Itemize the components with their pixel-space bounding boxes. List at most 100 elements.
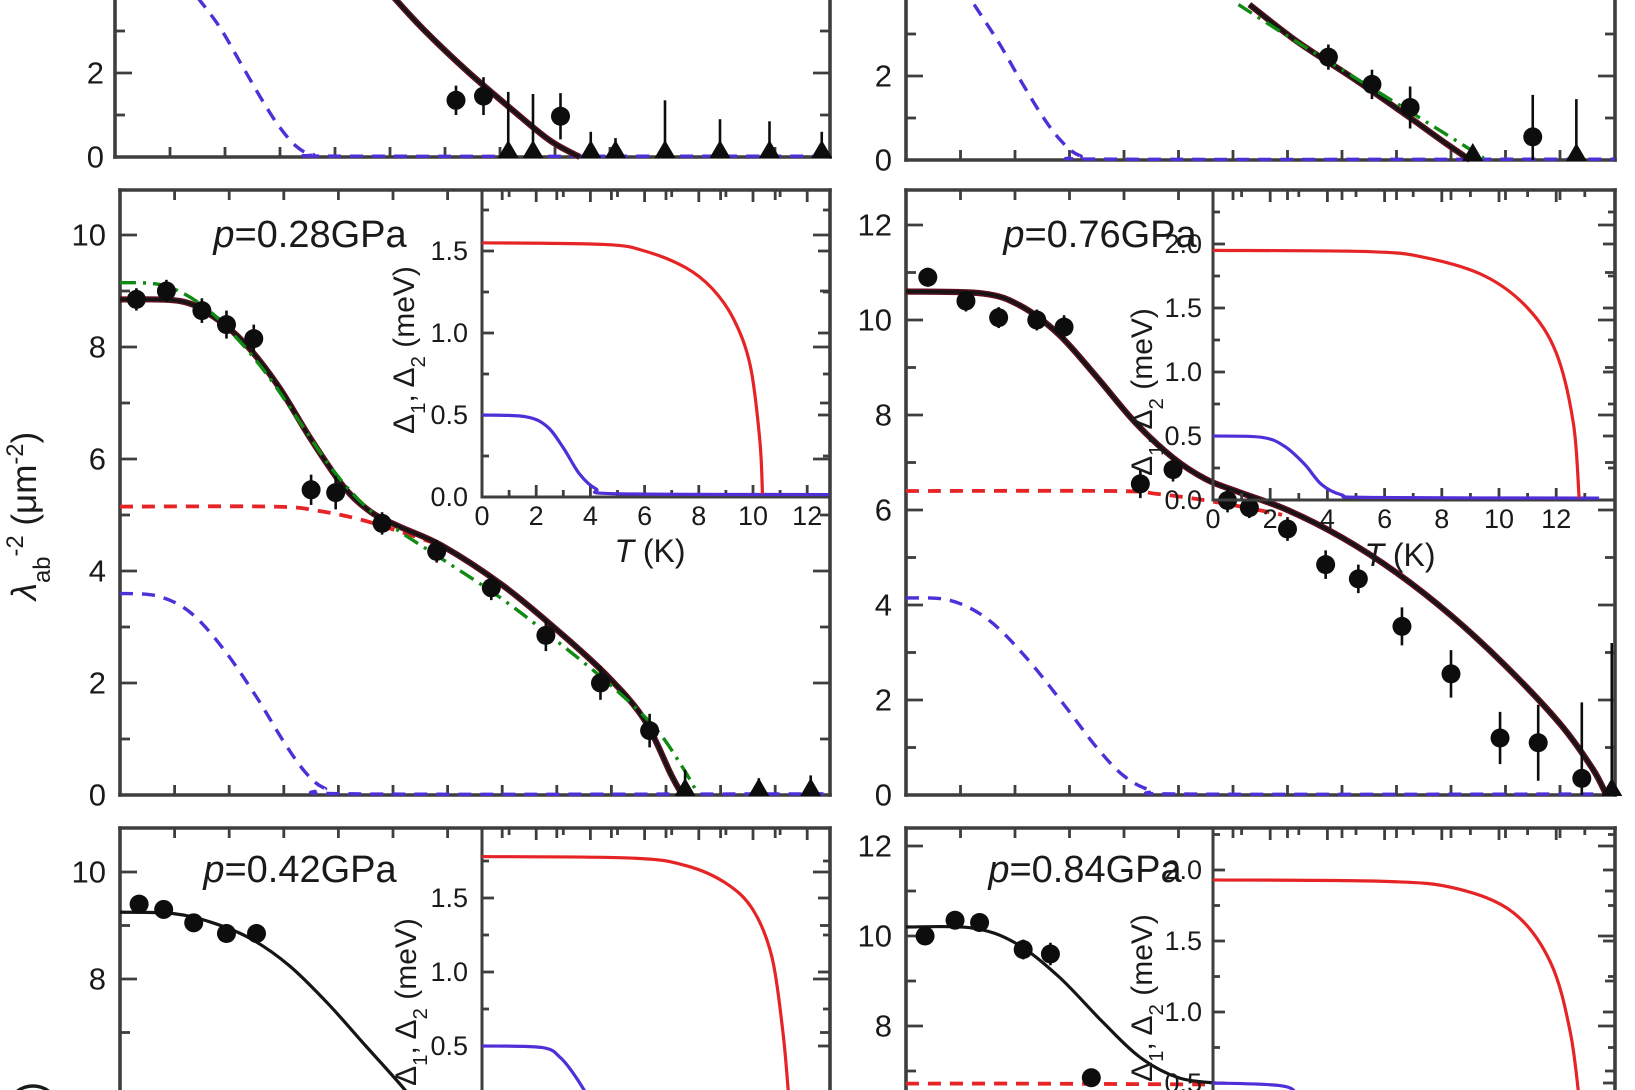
y-tick-label: 2.0 [1164,855,1202,885]
x-tick-label: 4 [583,501,598,531]
tick-labels: 0.5 1.0 1.5 2.0 [1164,855,1202,1090]
inset-y-axis-label: Δ1, Δ2 (meV) [1126,308,1168,476]
data-point [1027,310,1047,330]
x-tick-label: 4 [1320,504,1335,534]
data-point [1362,74,1382,94]
panel-title-p084: p=0.84GPa [987,849,1182,891]
zero-data-point-triangle [759,140,780,158]
curve-delta1-large-gap [481,854,790,1090]
tick-labels: 0 2 4 6 8 10 12 [858,208,892,813]
y-tick-label: 10 [72,218,106,253]
y-tick-label: 10 [858,303,892,338]
curves [481,854,790,1090]
curve-delta1-large-gap [481,241,765,494]
data-point [192,301,212,321]
inset-p084-inset: 0.5 1.0 1.5 2.0 Δ1, Δ2 (meV) [1126,826,1617,1090]
zero-data-point-triangle [1462,143,1484,161]
tick-labels: 0.0 0.5 1.0 1.5 2.0 0 2 4 6 8 10 12 [1164,229,1571,534]
curve-large-gap-component [119,504,443,548]
curves [972,2,1615,163]
curve-small-gap-component [197,0,831,158]
panel-p028: 0 2 4 6 8 10 p=0.28GPa [72,188,832,813]
zero-data-point-triangle [800,778,822,796]
curve-two-gap-fit [119,910,408,1090]
curve-small-gap-component [905,596,1610,797]
data-point [918,267,938,287]
data-point [1013,940,1033,959]
data-point [301,480,321,500]
zero-data-point-triangle [522,140,544,158]
y-tick-label: 1.0 [430,318,468,348]
data-point [1130,474,1150,494]
curve-large-gap-component [905,1081,1212,1087]
y-tick-label: 0 [89,778,106,813]
data-points [918,267,1623,796]
zero-data-point-triangle [709,140,731,158]
data-points [446,77,833,158]
inset-y-axis-label: Δ1, Δ2 (meV) [388,266,430,434]
y-tick-label: 0.5 [430,400,468,430]
corner-badge-arc [16,1084,50,1090]
y-tick-label: 12 [858,208,892,243]
x-tick-label: 12 [1541,504,1571,534]
inset-y-axis-label: Δ1, Δ2 (meV) [1126,914,1168,1082]
curves [1212,878,1580,1090]
curve-alt-fit [1237,3,1485,160]
y-tick-label: 12 [858,829,892,864]
data-point [590,673,610,693]
tick-labels: 8 10 [72,855,106,997]
data-point [1278,519,1297,539]
curve-delta1-large-gap [1212,248,1581,498]
x-tick-label: 6 [637,501,652,531]
data-point [945,910,965,930]
curves [481,241,829,497]
data-points [129,894,266,944]
data-point [1081,1068,1101,1088]
y-tick-label: 10 [72,855,106,890]
x-tick-label: 6 [1377,504,1392,534]
y-tick-label: 8 [89,962,106,997]
y-tick-label: 0.5 [430,1031,468,1061]
data-point [1441,664,1461,684]
y-tick-label: 0.5 [1164,421,1202,451]
data-points [126,279,822,796]
data-point [1400,98,1420,117]
tick-labels: 02 [875,59,892,178]
ticks [906,828,1615,1073]
inset-p042-inset: 0.5 1.0 1.5 Δ1, Δ2 (meV) [390,826,832,1090]
data-point [154,899,174,919]
data-point [1523,127,1543,147]
zero-data-point-triangle [497,140,519,158]
y-tick-label: 0 [875,778,892,813]
curve-two-gap-fit [905,924,1217,1085]
data-point [184,913,204,933]
data-point [156,281,176,301]
y-tick-label: 1.0 [430,957,468,987]
inset-p028-inset: 0.0 0.5 1.0 1.5 0 2 4 6 8 10 12 Δ1, Δ2 (meV) T (K) [388,188,832,569]
zero-data-point-triangle [748,778,770,796]
panel-title-p042: p=0.42GPa [202,849,397,891]
y-tick-label: 0 [875,143,892,178]
panel-title-p076: p=0.76GPa [1002,214,1197,256]
tick-labels: 02 [87,56,104,175]
zero-data-point-triangle [811,140,833,158]
data-points [1318,44,1587,161]
data-point [216,924,236,944]
data-point [970,913,990,932]
data-point [216,315,236,335]
data-point [1572,768,1592,788]
y-tick-label: 1.5 [430,236,468,266]
data-point [247,924,266,944]
data-point [1392,616,1412,636]
data-point [1348,569,1368,589]
tick-labels: 8 10 12 [858,829,892,1044]
data-point [536,625,556,645]
y-tick-label: 0.0 [1164,485,1202,515]
y-tick-label: 6 [875,493,892,528]
data-point [474,86,493,106]
zero-data-point-triangle [580,140,602,158]
data-points [915,910,1101,1088]
